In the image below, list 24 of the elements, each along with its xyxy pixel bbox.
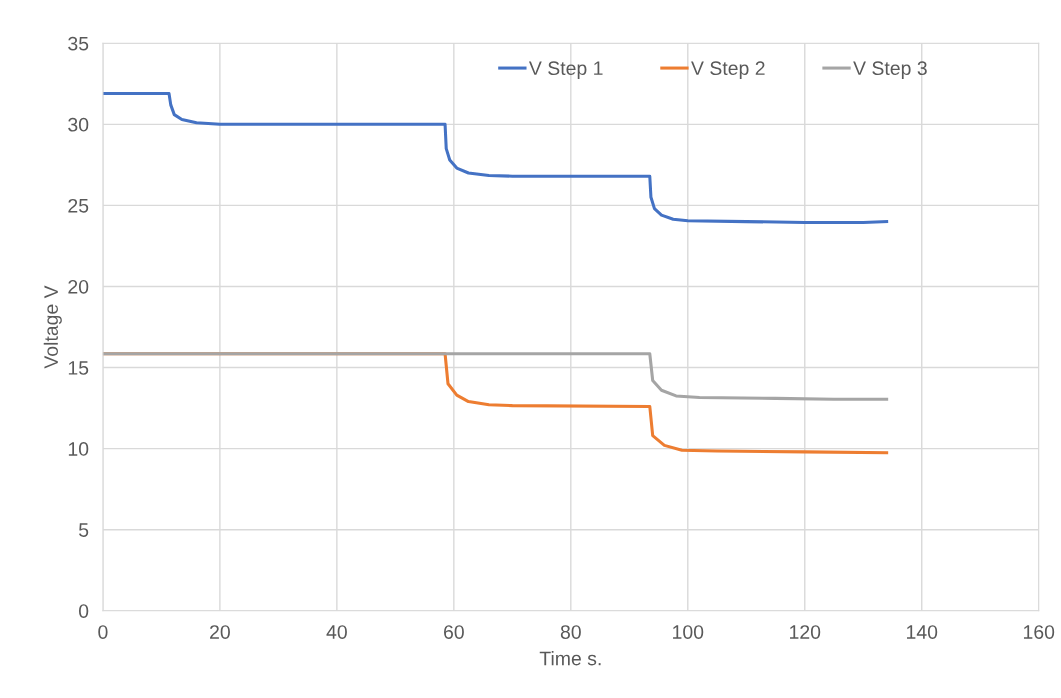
x-tick-label: 140 [907, 625, 938, 639]
x-axis-title: Time s. [539, 651, 601, 666]
x-tick-label: 100 [673, 625, 704, 639]
line-series [102, 92, 889, 224]
y-tick-label: 5 [78, 523, 89, 537]
x-tick-label: 60 [444, 625, 464, 639]
y-tick-label: 35 [68, 36, 89, 51]
x-tick-label: 80 [560, 625, 581, 639]
x-tick-label: 20 [210, 625, 230, 639]
line-series [102, 352, 889, 401]
x-tick-label: 40 [326, 625, 347, 639]
x-tick-label: 120 [790, 625, 821, 639]
y-tick-label: 30 [68, 117, 89, 132]
legend-label: V Step 3 [853, 61, 927, 79]
y-axis-title: Voltage V [43, 285, 62, 369]
y-tick-label: 10 [68, 442, 89, 456]
y-tick-label: 15 [68, 361, 89, 375]
y-tick-label: 20 [68, 279, 89, 294]
x-tick-label: 160 [1023, 625, 1055, 639]
legend-label: V Step 1 [528, 61, 603, 79]
x-tick-label: 0 [98, 625, 108, 639]
y-tick-label: 25 [68, 198, 89, 213]
legend-label: V Step 2 [691, 61, 765, 79]
y-tick-label: 0 [78, 604, 89, 618]
